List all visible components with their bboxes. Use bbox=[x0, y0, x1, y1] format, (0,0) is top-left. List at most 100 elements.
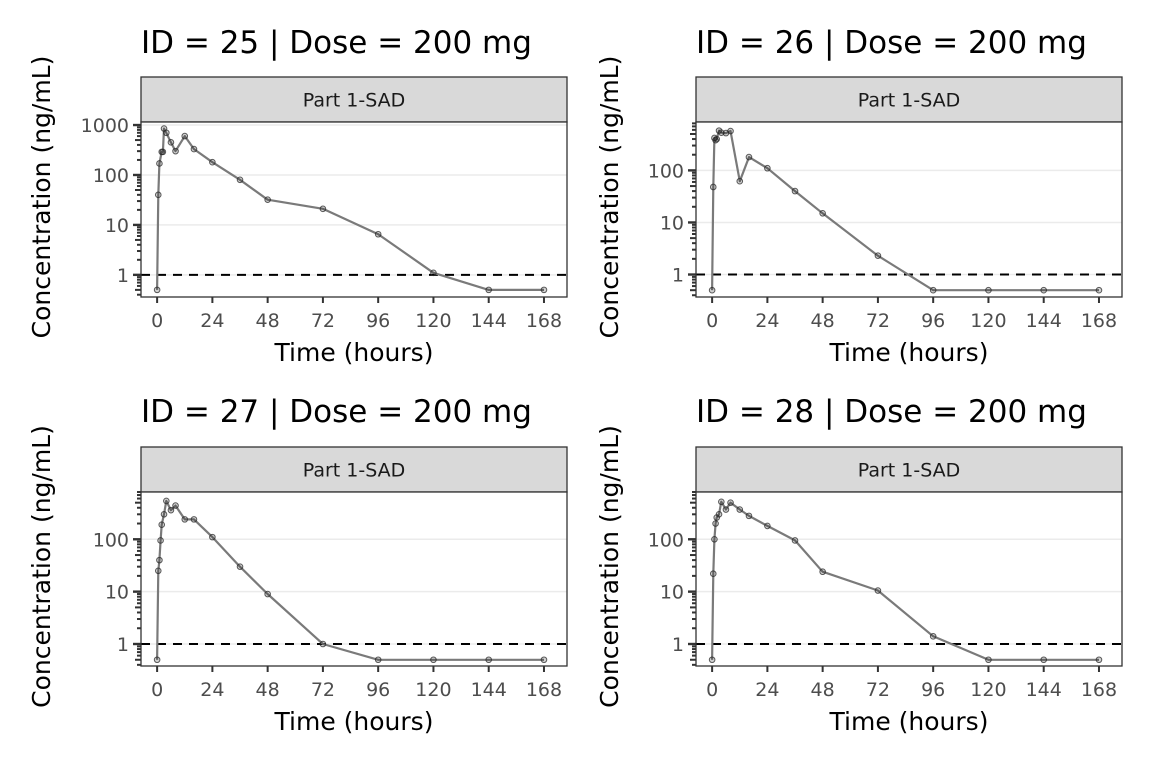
data-point bbox=[718, 129, 725, 136]
data-point bbox=[374, 230, 382, 238]
panel-title: ID = 26 | Dose = 200 mg bbox=[696, 25, 1087, 61]
x-axis-title: Time (hours) bbox=[829, 338, 989, 367]
x-tick-label: 48 bbox=[811, 310, 835, 332]
y-tick-label: 1 bbox=[672, 634, 684, 656]
data-point bbox=[791, 537, 799, 544]
y-tick-label: 1 bbox=[117, 634, 129, 656]
data-point bbox=[874, 587, 882, 594]
x-tick-label: 72 bbox=[311, 679, 335, 701]
y-tick-label: 10 bbox=[660, 212, 684, 234]
data-point bbox=[160, 511, 168, 518]
panel-title: ID = 27 | Dose = 200 mg bbox=[141, 394, 532, 430]
x-tick-label: 168 bbox=[526, 310, 562, 332]
y-axis-title: Concentration (ng/mL) bbox=[27, 425, 56, 708]
data-point bbox=[319, 640, 327, 648]
x-tick-label: 48 bbox=[811, 679, 835, 701]
x-tick-label: 24 bbox=[755, 310, 779, 332]
data-point bbox=[485, 656, 493, 664]
data-point bbox=[708, 286, 716, 294]
x-tick-label: 72 bbox=[866, 310, 890, 332]
x-tick-label: 168 bbox=[526, 679, 562, 701]
data-point bbox=[727, 127, 734, 135]
data-point bbox=[159, 148, 167, 156]
panel-border bbox=[140, 491, 568, 667]
data-point bbox=[929, 286, 937, 294]
panel-border bbox=[695, 121, 1123, 298]
data-point bbox=[764, 164, 771, 172]
x-tick-label: 0 bbox=[151, 310, 163, 332]
data-point bbox=[540, 286, 548, 294]
panel-1: ID = 25 | Dose = 200 mg Part 1-SAD 1 10 100 1… bbox=[27, 25, 568, 367]
data-point bbox=[190, 516, 198, 523]
facet-strip bbox=[140, 446, 568, 493]
data-point bbox=[736, 506, 744, 513]
x-tick-label: 168 bbox=[1081, 679, 1117, 701]
data-point bbox=[791, 187, 799, 195]
plot-panel bbox=[696, 122, 1122, 297]
data-point bbox=[745, 512, 753, 520]
data-point bbox=[156, 160, 163, 167]
data-point bbox=[181, 516, 189, 523]
data-point bbox=[722, 506, 730, 513]
x-tick-label: 144 bbox=[1026, 310, 1062, 332]
data-point bbox=[430, 656, 437, 664]
data-point bbox=[1095, 286, 1103, 294]
x-tick-label: 120 bbox=[970, 310, 1006, 332]
data-point bbox=[430, 269, 437, 277]
data-point bbox=[153, 656, 161, 664]
facet-strip bbox=[695, 76, 1123, 123]
facet-strip-label: Part 1-SAD bbox=[858, 460, 961, 482]
data-point bbox=[718, 498, 725, 506]
x-tick-label: 96 bbox=[366, 679, 390, 701]
data-point bbox=[727, 499, 734, 506]
panel-3: ID = 27 | Dose = 200 mg Part 1-SAD 1 10 100 0… bbox=[27, 394, 568, 736]
panel-title: ID = 28 | Dose = 200 mg bbox=[696, 394, 1087, 430]
x-tick-label: 24 bbox=[755, 679, 779, 701]
data-point bbox=[985, 286, 992, 294]
data-point bbox=[167, 139, 175, 146]
x-tick-label: 72 bbox=[866, 679, 890, 701]
data-point bbox=[157, 537, 164, 544]
data-point bbox=[708, 656, 716, 664]
data-point bbox=[153, 286, 161, 294]
x-tick-label: 120 bbox=[415, 679, 451, 701]
series-line bbox=[156, 499, 544, 661]
data-point bbox=[736, 177, 744, 185]
plot-panel bbox=[696, 492, 1122, 666]
data-point bbox=[874, 252, 882, 259]
x-tick-label: 0 bbox=[706, 310, 718, 332]
data-point bbox=[929, 633, 937, 640]
x-tick-label: 144 bbox=[471, 679, 507, 701]
data-point bbox=[1040, 286, 1048, 294]
data-point bbox=[154, 191, 162, 199]
y-tick-label: 100 bbox=[648, 529, 684, 551]
data-point bbox=[1095, 656, 1103, 664]
data-point bbox=[156, 556, 163, 564]
x-tick-label: 96 bbox=[366, 310, 390, 332]
data-point bbox=[713, 135, 721, 143]
panel-2: ID = 26 | Dose = 200 mg Part 1-SAD 1 10 100 0… bbox=[595, 25, 1123, 367]
y-tick-label: 1000 bbox=[81, 115, 129, 137]
x-axis-title: Time (hours) bbox=[829, 707, 989, 736]
data-point bbox=[985, 656, 992, 664]
data-point bbox=[172, 502, 179, 509]
x-tick-label: 96 bbox=[921, 310, 945, 332]
x-tick-label: 24 bbox=[200, 679, 224, 701]
data-point bbox=[1040, 656, 1048, 664]
x-tick-label: 72 bbox=[311, 310, 335, 332]
y-tick-label: 10 bbox=[660, 582, 684, 604]
data-point bbox=[209, 533, 216, 541]
data-point bbox=[163, 497, 170, 505]
x-tick-label: 120 bbox=[415, 310, 451, 332]
y-axis-title: Concentration (ng/mL) bbox=[595, 425, 624, 708]
y-tick-label: 10 bbox=[105, 215, 129, 237]
facet-strip-label: Part 1-SAD bbox=[858, 90, 961, 112]
data-point bbox=[485, 286, 493, 294]
data-point bbox=[764, 522, 771, 530]
data-point bbox=[167, 506, 175, 514]
data-point bbox=[540, 656, 548, 664]
data-point bbox=[709, 570, 717, 578]
panel-4: ID = 28 | Dose = 200 mg Part 1-SAD 1 10 100 0… bbox=[595, 394, 1123, 736]
y-axis-title: Concentration (ng/mL) bbox=[27, 56, 56, 339]
